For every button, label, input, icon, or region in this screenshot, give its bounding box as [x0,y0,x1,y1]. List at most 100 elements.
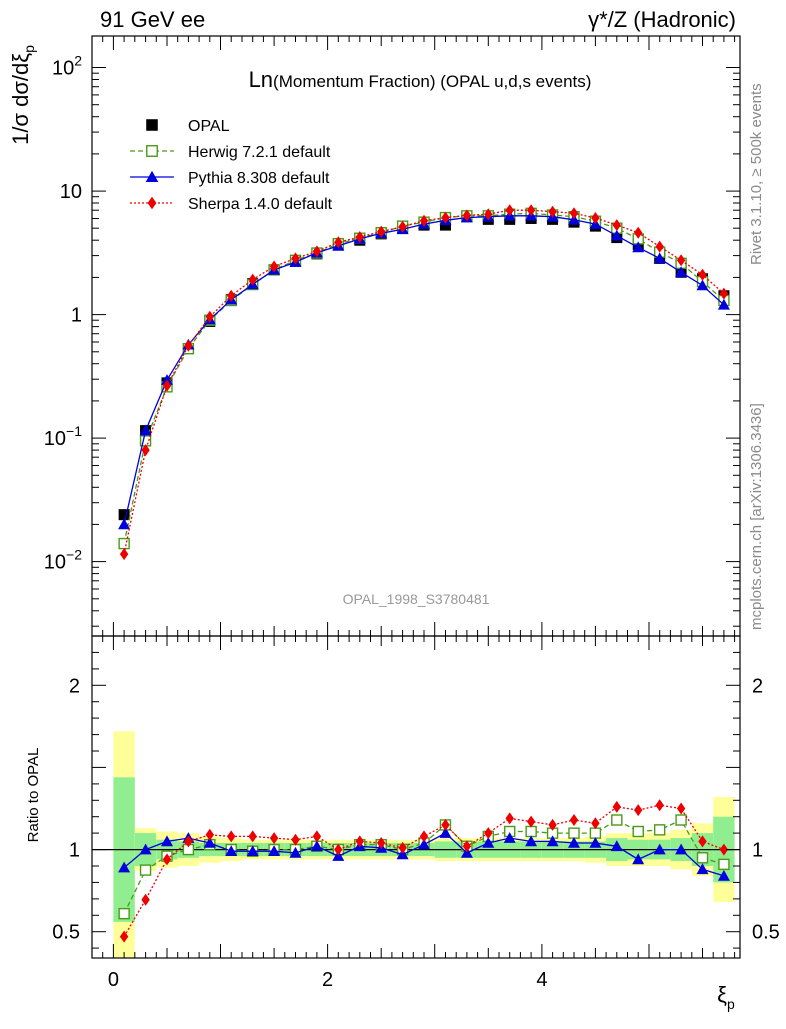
series-3-point-20 [548,205,557,218]
ratio-series-2-point-1 [141,893,150,906]
series-2-point-2 [161,374,173,385]
x-tick-label-2: 4 [536,969,547,991]
ratio-y-tick-label-left-2: 2 [69,675,80,697]
series-3-point-22 [591,212,600,224]
ratio-series-0-point-19 [525,825,537,838]
ratio-series-1-point-27 [696,863,709,875]
main-y-tick-base-3: 10 [44,428,66,450]
ratio-series-2-point-0 [119,930,129,943]
ratio-series-2 [119,799,729,943]
ratio-series-1-point-7 [268,845,281,856]
ratio-series-2-point-15 [441,818,450,831]
ratio-series-2-point-12 [377,837,386,849]
ratio-series-1-point-5 [225,845,238,856]
ratio-series-1-point-26 [675,843,688,855]
legend: OPAL Herwig 7.2.1 default Pythia 8.308 def… [130,118,333,213]
ratio-series-0-point-27 [696,852,709,864]
ratio-series-1 [118,827,730,881]
main-y-tick-base-1: 10 [60,181,82,203]
ratio-series-1-point-0 [118,861,131,873]
plot-title: Ln(Momentum Fraction) (OPAL u,d,s events… [249,67,592,92]
ratio-series-2-point-9 [312,830,322,843]
ratio-series-2-point-10 [334,843,343,856]
series-3-point-28 [719,287,729,300]
x-label-main: ξ [717,982,727,1007]
ratio-series-2-point-23 [612,800,621,813]
series-3-point-7 [269,260,279,273]
series-2-point-24 [632,241,645,253]
series-3-point-9 [312,245,322,258]
series-3-point-5 [227,289,236,302]
ratio-series-1-point-28 [717,869,730,881]
ratio-series-1-point-22 [589,837,602,848]
legend-entry-1: Herwig 7.2.1 default [130,144,331,161]
ratio-series-2-point-24 [634,804,643,817]
series-3-point-3 [184,339,193,352]
main-series-layer [118,204,730,561]
x-axis-label: ξp [717,982,735,1012]
series-3-point-18 [505,204,514,217]
main-y-tick-exp-4: −2 [66,547,82,563]
energy-label: 91 GeV ee [100,7,205,32]
ratio-series-2-point-7 [269,832,279,845]
ratio-y-tick-label-right-1: 1 [752,840,763,862]
legend-label-3: Sherpa 1.4.0 default [188,196,333,213]
mcplots-label: mcplots.cern.ch [arXiv:1306.3436] [748,403,765,630]
legend-entry-3: Sherpa 1.4.0 default [130,196,333,213]
ratio-series-1-point-17 [482,837,495,848]
ratio-series-2-point-8 [291,833,300,846]
main-y-tick-label-2: 1 [71,305,82,327]
series-2-point-23 [610,229,623,241]
series-2-point-25 [653,252,666,264]
ratio-series-0-point-1 [139,864,152,876]
ratio-series-0-point-22 [589,827,602,839]
series-3-point-6 [248,273,257,286]
ratio-series-2-point-5 [227,830,236,843]
ratio-series-1-point-16 [460,846,473,858]
series-3-point-26 [676,254,686,267]
series-3 [119,204,729,561]
main-y-tick-base-0: 10 [52,58,74,80]
main-y-tick-exp-3: −1 [66,423,82,439]
ratio-series-0-point-28 [718,858,730,871]
ratio-y-tick-label-left-1: 1 [69,840,80,862]
ratio-series-layer [118,799,730,943]
main-y-tick-base-2: 1 [71,305,82,327]
main-y-label-main: 1/σ dσ/dξ [8,53,33,145]
series-3-point-17 [484,208,493,221]
series-3-point-21 [569,207,579,220]
ratio-series-0-point-26 [675,814,687,826]
ratio-y-tick-label-left-0: 0.5 [52,922,80,944]
ratio-series-0-point-23 [611,814,623,826]
series-3-point-8 [291,252,300,265]
x-tick-label-0: 0 [108,969,119,991]
ratio-series-2-point-25 [655,799,664,812]
ratio-series-2-point-11 [355,835,364,848]
series-2-point-26 [675,266,688,278]
series-0-point-15 [439,219,451,231]
legend-marker-3 [147,196,157,210]
main-y-label-sub: p [21,45,37,53]
process-label: γ*/Z (Hadronic) [588,7,736,32]
series-3-point-13 [398,220,407,233]
x-label-sub: p [727,996,735,1012]
main-y-tick-label-1: 10 [60,181,82,203]
ratio-series-1-point-8 [289,846,302,858]
legend-entry-2: Pythia 8.308 default [130,170,330,187]
main-y-tick-exp-0: 2 [74,53,82,69]
series-3-point-10 [334,236,343,249]
series-3-point-11 [355,231,364,243]
title-rest: (Momentum Fraction) (OPAL u,d,s events) [273,72,591,91]
ratio-series-1-point-9 [310,840,323,852]
ratio-series-1-point-14 [418,838,430,850]
analysis-id-label: OPAL_1998_S3780481 [343,591,490,607]
ratio-y-tick-label-right-2: 2 [752,675,763,697]
ratio-series-1-point-6 [246,845,259,856]
series-3-point-14 [419,214,429,227]
series-2-point-1 [139,424,152,436]
ratio-series-2-point-26 [676,802,686,815]
series-3-point-12 [377,225,386,238]
main-y-tick-label-0: 102 [52,53,82,80]
title-prefix: Ln [249,67,273,92]
